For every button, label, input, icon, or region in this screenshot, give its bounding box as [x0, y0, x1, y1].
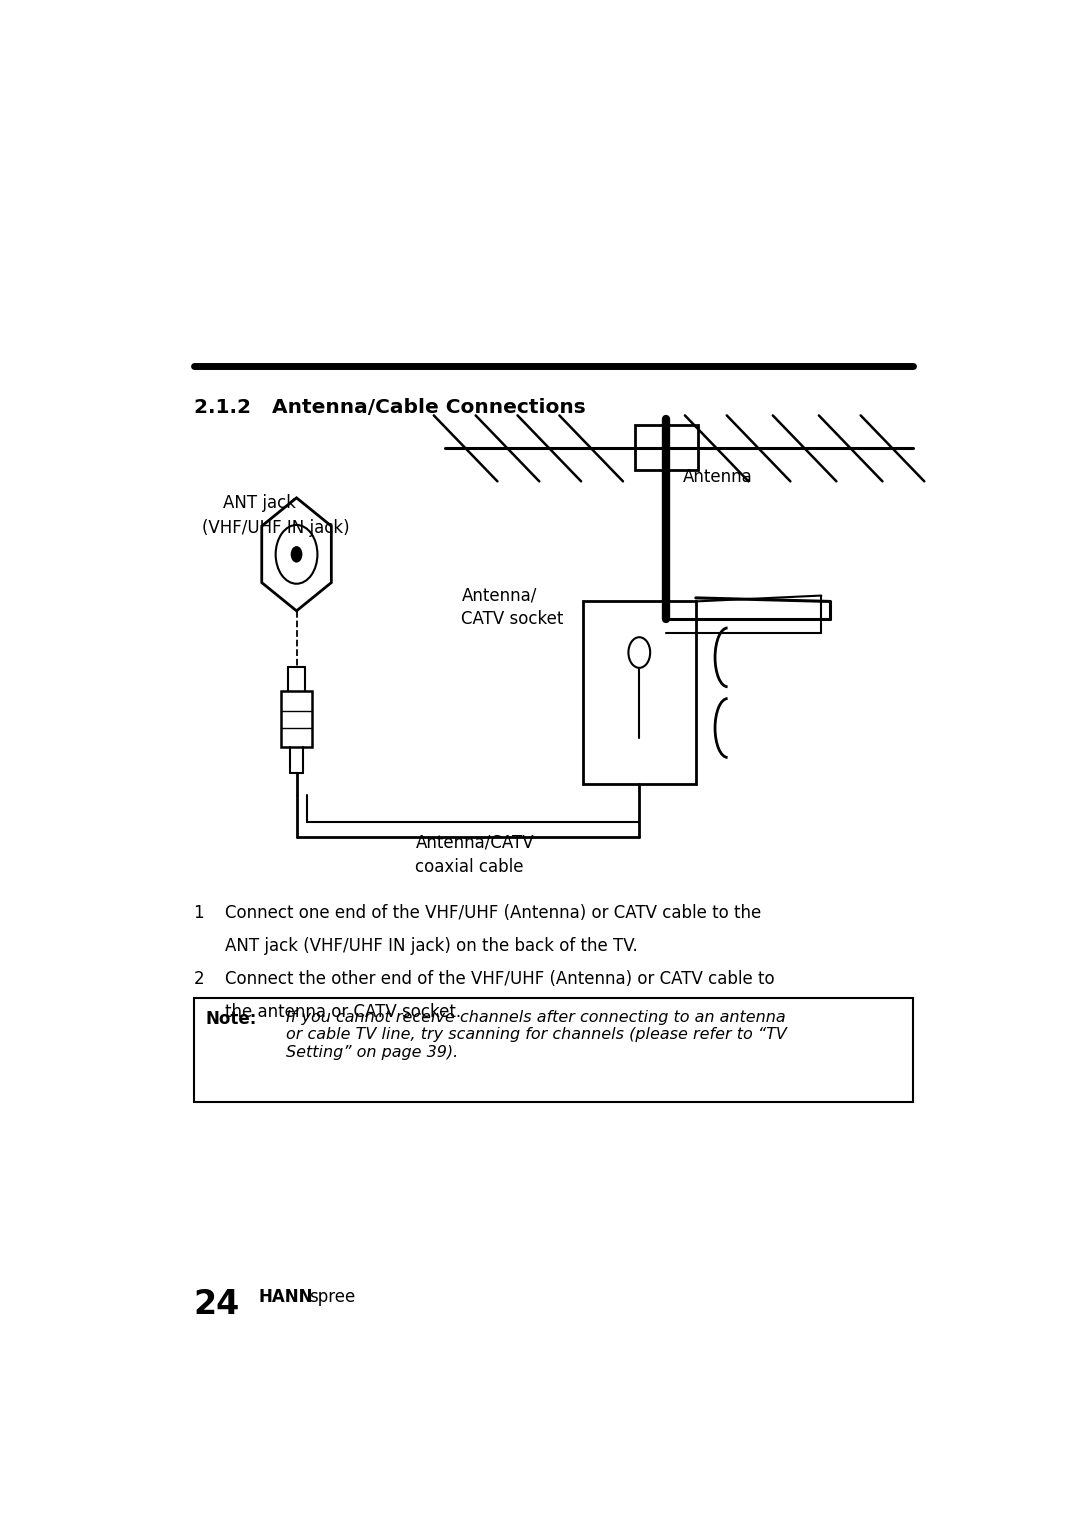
Text: 24: 24: [193, 1287, 240, 1321]
Text: 2: 2: [193, 969, 204, 988]
Text: Antenna: Antenna: [684, 468, 753, 486]
Text: ANT jack: ANT jack: [222, 494, 296, 512]
Text: 1: 1: [193, 904, 204, 922]
Text: coaxial cable: coaxial cable: [416, 858, 524, 876]
Text: If you cannot receive channels after connecting to an antenna
or cable TV line, : If you cannot receive channels after con…: [285, 1011, 786, 1060]
Text: ANT jack (VHF/UHF IN jack) on the back of the TV.: ANT jack (VHF/UHF IN jack) on the back o…: [226, 937, 638, 956]
Text: spree: spree: [309, 1287, 355, 1306]
Text: Connect the other end of the VHF/UHF (Antenna) or CATV cable to: Connect the other end of the VHF/UHF (An…: [226, 969, 775, 988]
Text: Note:: Note:: [205, 1011, 257, 1027]
Text: Connect one end of the VHF/UHF (Antenna) or CATV cable to the: Connect one end of the VHF/UHF (Antenna)…: [226, 904, 761, 922]
Circle shape: [291, 546, 302, 563]
Text: the antenna or CATV socket.: the antenna or CATV socket.: [226, 1003, 461, 1021]
Text: 2.1.2   Antenna/Cable Connections: 2.1.2 Antenna/Cable Connections: [193, 398, 585, 417]
Text: CATV socket: CATV socket: [461, 610, 564, 628]
Text: Antenna/CATV: Antenna/CATV: [416, 833, 534, 852]
Text: Antenna/: Antenna/: [461, 586, 537, 604]
Text: (VHF/UHF IN jack): (VHF/UHF IN jack): [202, 518, 350, 537]
Text: HANN: HANN: [259, 1287, 313, 1306]
